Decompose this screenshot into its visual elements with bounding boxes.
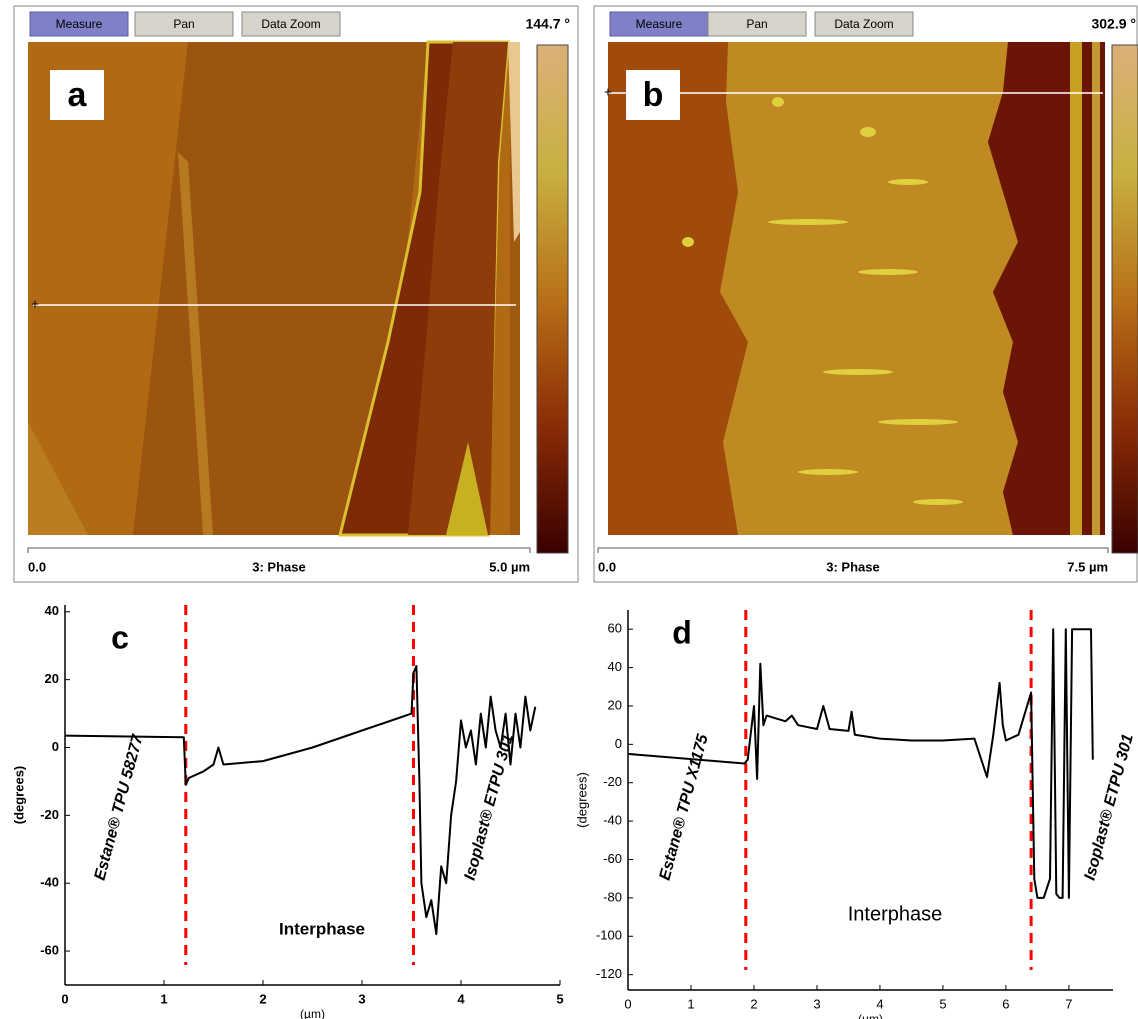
scale-start: 0.0 bbox=[598, 559, 616, 574]
afm-image: + bbox=[604, 42, 1105, 535]
y-tick-label: 0 bbox=[52, 739, 59, 754]
x-tick-label: 0 bbox=[624, 996, 631, 1011]
svg-text:+: + bbox=[604, 84, 612, 100]
panel-label: a bbox=[68, 76, 88, 114]
y-tick-label: 60 bbox=[608, 621, 622, 636]
x-tick-label: 4 bbox=[457, 991, 465, 1006]
toolbar-button[interactable] bbox=[241, 11, 341, 37]
button-label: Pan bbox=[173, 17, 194, 31]
x-tick-label: 3 bbox=[813, 996, 820, 1011]
channel: 3: Phase bbox=[826, 559, 879, 574]
toolbar-button[interactable] bbox=[609, 11, 709, 37]
scale-end: 7.5 µm bbox=[1067, 559, 1108, 574]
y-tick-label: -60 bbox=[603, 851, 622, 866]
annotation: Interphase bbox=[279, 919, 365, 938]
afm-image: + bbox=[28, 40, 520, 537]
y-tick-label: 20 bbox=[45, 671, 59, 686]
button-label: Data Zoom bbox=[261, 17, 320, 31]
y-tick-label: -20 bbox=[40, 807, 59, 822]
toolbar-button[interactable] bbox=[29, 11, 129, 37]
panel-label: b bbox=[643, 76, 664, 114]
color-bar bbox=[1111, 44, 1138, 554]
x-tick-label: 3 bbox=[358, 991, 365, 1006]
scale-start: 0.0 bbox=[28, 559, 46, 574]
y-tick-label: 20 bbox=[608, 697, 622, 712]
annotation: Isoplast® ETPU 301 bbox=[1082, 732, 1137, 882]
svg-text:+: + bbox=[31, 296, 39, 312]
annotation: Estane® TPU X1175 bbox=[657, 732, 713, 883]
scale-max: 302.9 ° bbox=[1091, 16, 1136, 32]
data-line bbox=[627, 628, 1094, 899]
panel-label: c bbox=[111, 619, 129, 655]
panel-label: d bbox=[672, 614, 692, 650]
y-tick-label: -120 bbox=[596, 966, 622, 981]
x-tick-label: 1 bbox=[687, 996, 694, 1011]
y-tick-label: -20 bbox=[603, 774, 622, 789]
toolbar-button[interactable] bbox=[707, 11, 807, 37]
x-axis-label: (µm) bbox=[300, 1007, 325, 1019]
y-tick-label: -100 bbox=[596, 928, 622, 943]
y-tick-label: 40 bbox=[608, 659, 622, 674]
x-tick-label: 0 bbox=[61, 991, 68, 1006]
x-tick-label: 7 bbox=[1065, 996, 1072, 1011]
x-axis-label: (µm) bbox=[858, 1012, 883, 1019]
toolbar-button[interactable] bbox=[134, 11, 234, 37]
y-axis-label: (degrees) bbox=[574, 772, 589, 828]
y-tick-label: 40 bbox=[45, 603, 59, 618]
y-tick-label: -80 bbox=[603, 889, 622, 904]
scale-max: 144.7 ° bbox=[525, 16, 570, 32]
data-line bbox=[64, 665, 537, 936]
button-label: Data Zoom bbox=[834, 17, 893, 31]
button-label: Measure bbox=[636, 17, 683, 31]
x-tick-label: 4 bbox=[876, 996, 883, 1011]
button-label: Measure bbox=[56, 17, 103, 31]
x-tick-label: 2 bbox=[259, 991, 266, 1006]
y-tick-label: -60 bbox=[40, 943, 59, 958]
annotation: Interphase bbox=[848, 903, 943, 925]
y-tick-label: -40 bbox=[40, 875, 59, 890]
y-axis-label: (degrees) bbox=[11, 766, 26, 825]
channel: 3: Phase bbox=[252, 559, 305, 574]
annotation: Estane® TPU 58277 bbox=[92, 732, 147, 882]
y-tick-label: 0 bbox=[615, 736, 622, 751]
x-tick-label: 2 bbox=[750, 996, 757, 1011]
x-tick-label: 5 bbox=[939, 996, 946, 1011]
scale-bar bbox=[27, 547, 531, 553]
x-tick-label: 1 bbox=[160, 991, 167, 1006]
scale-bar bbox=[597, 547, 1109, 553]
button-label: Pan bbox=[746, 17, 767, 31]
x-tick-label: 6 bbox=[1002, 996, 1009, 1011]
y-tick-label: -40 bbox=[603, 813, 622, 828]
x-tick-label: 5 bbox=[556, 991, 563, 1006]
scale-end: 5.0 µm bbox=[489, 559, 530, 574]
toolbar-button[interactable] bbox=[814, 11, 914, 37]
color-bar bbox=[536, 44, 569, 554]
